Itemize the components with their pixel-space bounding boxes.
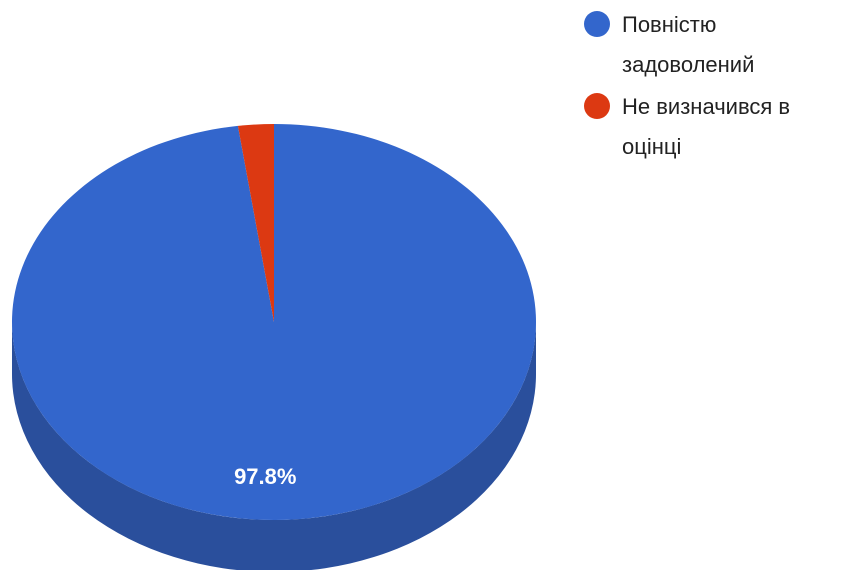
pie-depth xyxy=(12,322,536,570)
data-label-повністю-задоволений: 97.8% xyxy=(234,464,296,489)
legend-label: Не визначився в xyxy=(622,94,790,119)
legend-swatch xyxy=(584,93,610,119)
pie-top xyxy=(12,124,537,520)
pie-slice-не-визначився-в-оцінці[interactable] xyxy=(237,124,274,322)
legend: Повністю задоволений Не визначився в оцінці xyxy=(584,11,790,159)
legend-swatch xyxy=(584,11,610,37)
legend-label: задоволений xyxy=(622,52,754,77)
legend-label: Повністю xyxy=(622,12,716,37)
legend-item-не-визначився-в-оцінці[interactable]: Не визначився в оцінці xyxy=(584,93,790,159)
pie-side-повністю-задоволений xyxy=(12,322,536,570)
pie-slice-повністю-задоволений[interactable] xyxy=(12,124,537,520)
legend-item-повністю-задоволений[interactable]: Повністю задоволений xyxy=(584,11,754,77)
legend-label: оцінці xyxy=(622,134,681,159)
pie-labels: 97.8% xyxy=(234,464,296,489)
